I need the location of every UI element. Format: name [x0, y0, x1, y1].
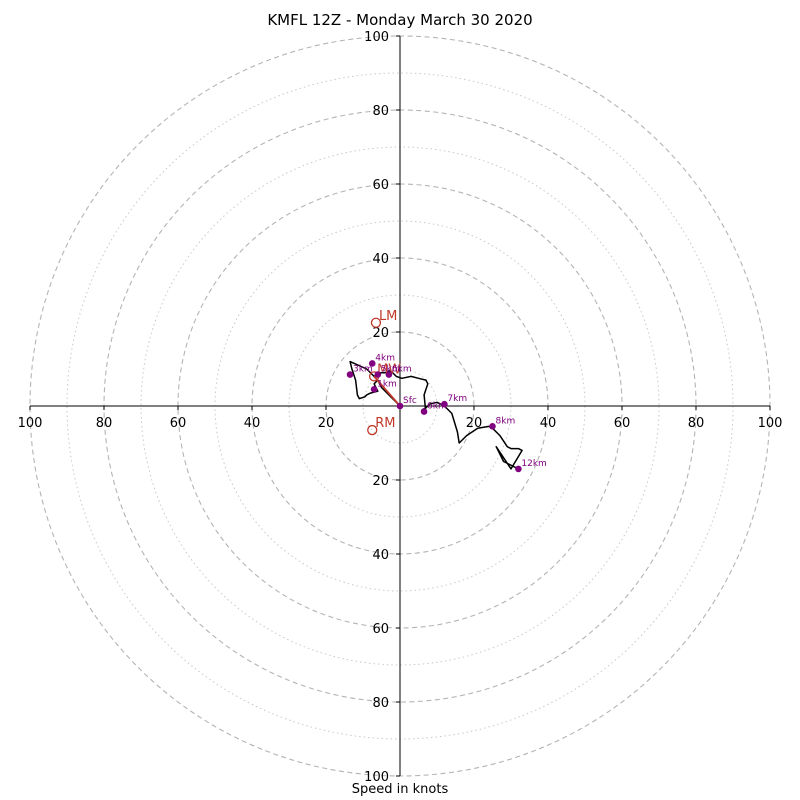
height-label-12km: 12km	[521, 459, 546, 469]
height-marker-7km	[441, 400, 448, 408]
height-label-3km: 3km	[353, 365, 373, 375]
y-tick-label: 100	[364, 770, 389, 785]
height-marker-4km	[368, 360, 376, 367]
y-tick-label: 60	[372, 622, 389, 637]
y-tick-label: 80	[372, 104, 389, 119]
x-tick-label: 100	[18, 416, 43, 431]
y-tick-label: 40	[372, 548, 389, 563]
storm-motion-marker-lm	[370, 317, 382, 328]
height-label-1km: 1km	[377, 379, 397, 389]
y-tick-label: 100	[364, 30, 389, 45]
height-marker-sfc	[396, 402, 404, 410]
y-tick-label: 80	[372, 696, 389, 711]
storm-motion-marker-rm	[367, 424, 378, 436]
chart-title: KMFL 12Z - Monday March 30 2020	[267, 11, 533, 29]
height-label-sfc: Sfc	[403, 396, 417, 406]
x-tick-label: 60	[170, 416, 187, 431]
storm-motion-label-rm: RM	[375, 416, 395, 431]
x-tick-label: 80	[688, 416, 705, 431]
wind-trace-line	[349, 360, 523, 470]
x-tick-label: 20	[466, 416, 483, 431]
height-label-5km: 5km	[381, 365, 401, 375]
height-marker-8km	[489, 423, 496, 430]
x-tick-label: 60	[614, 416, 631, 431]
x-axis-label: Speed in knots	[351, 782, 449, 797]
height-marker-6km	[385, 371, 393, 378]
x-tick-label: 20	[318, 416, 335, 431]
height-marker-3km	[346, 371, 354, 378]
height-marker-5km	[374, 371, 382, 378]
y-tick-label: 20	[372, 474, 389, 489]
storm-motion-label-mw: MW	[377, 362, 401, 377]
height-label-4km: 4km	[375, 353, 395, 363]
x-tick-label: 100	[758, 416, 783, 431]
height-label-8km: 8km	[496, 416, 516, 426]
height-label-6km: 6km	[427, 402, 447, 412]
y-tick-label: 40	[372, 252, 389, 267]
y-tick-label: 20	[372, 326, 389, 341]
height-label-6km: 6km	[392, 365, 412, 375]
x-tick-label: 40	[540, 416, 557, 431]
height-label-7km: 7km	[447, 394, 467, 404]
x-tick-label: 80	[96, 416, 113, 431]
y-tick-label: 60	[372, 178, 389, 193]
x-tick-label: 40	[244, 416, 261, 431]
height-marker-6km	[420, 408, 428, 415]
height-marker-12km	[515, 465, 522, 473]
mean-wind-vector	[373, 375, 401, 407]
height-marker-1km	[370, 386, 378, 393]
storm-motion-label-lm: LM	[379, 309, 397, 324]
